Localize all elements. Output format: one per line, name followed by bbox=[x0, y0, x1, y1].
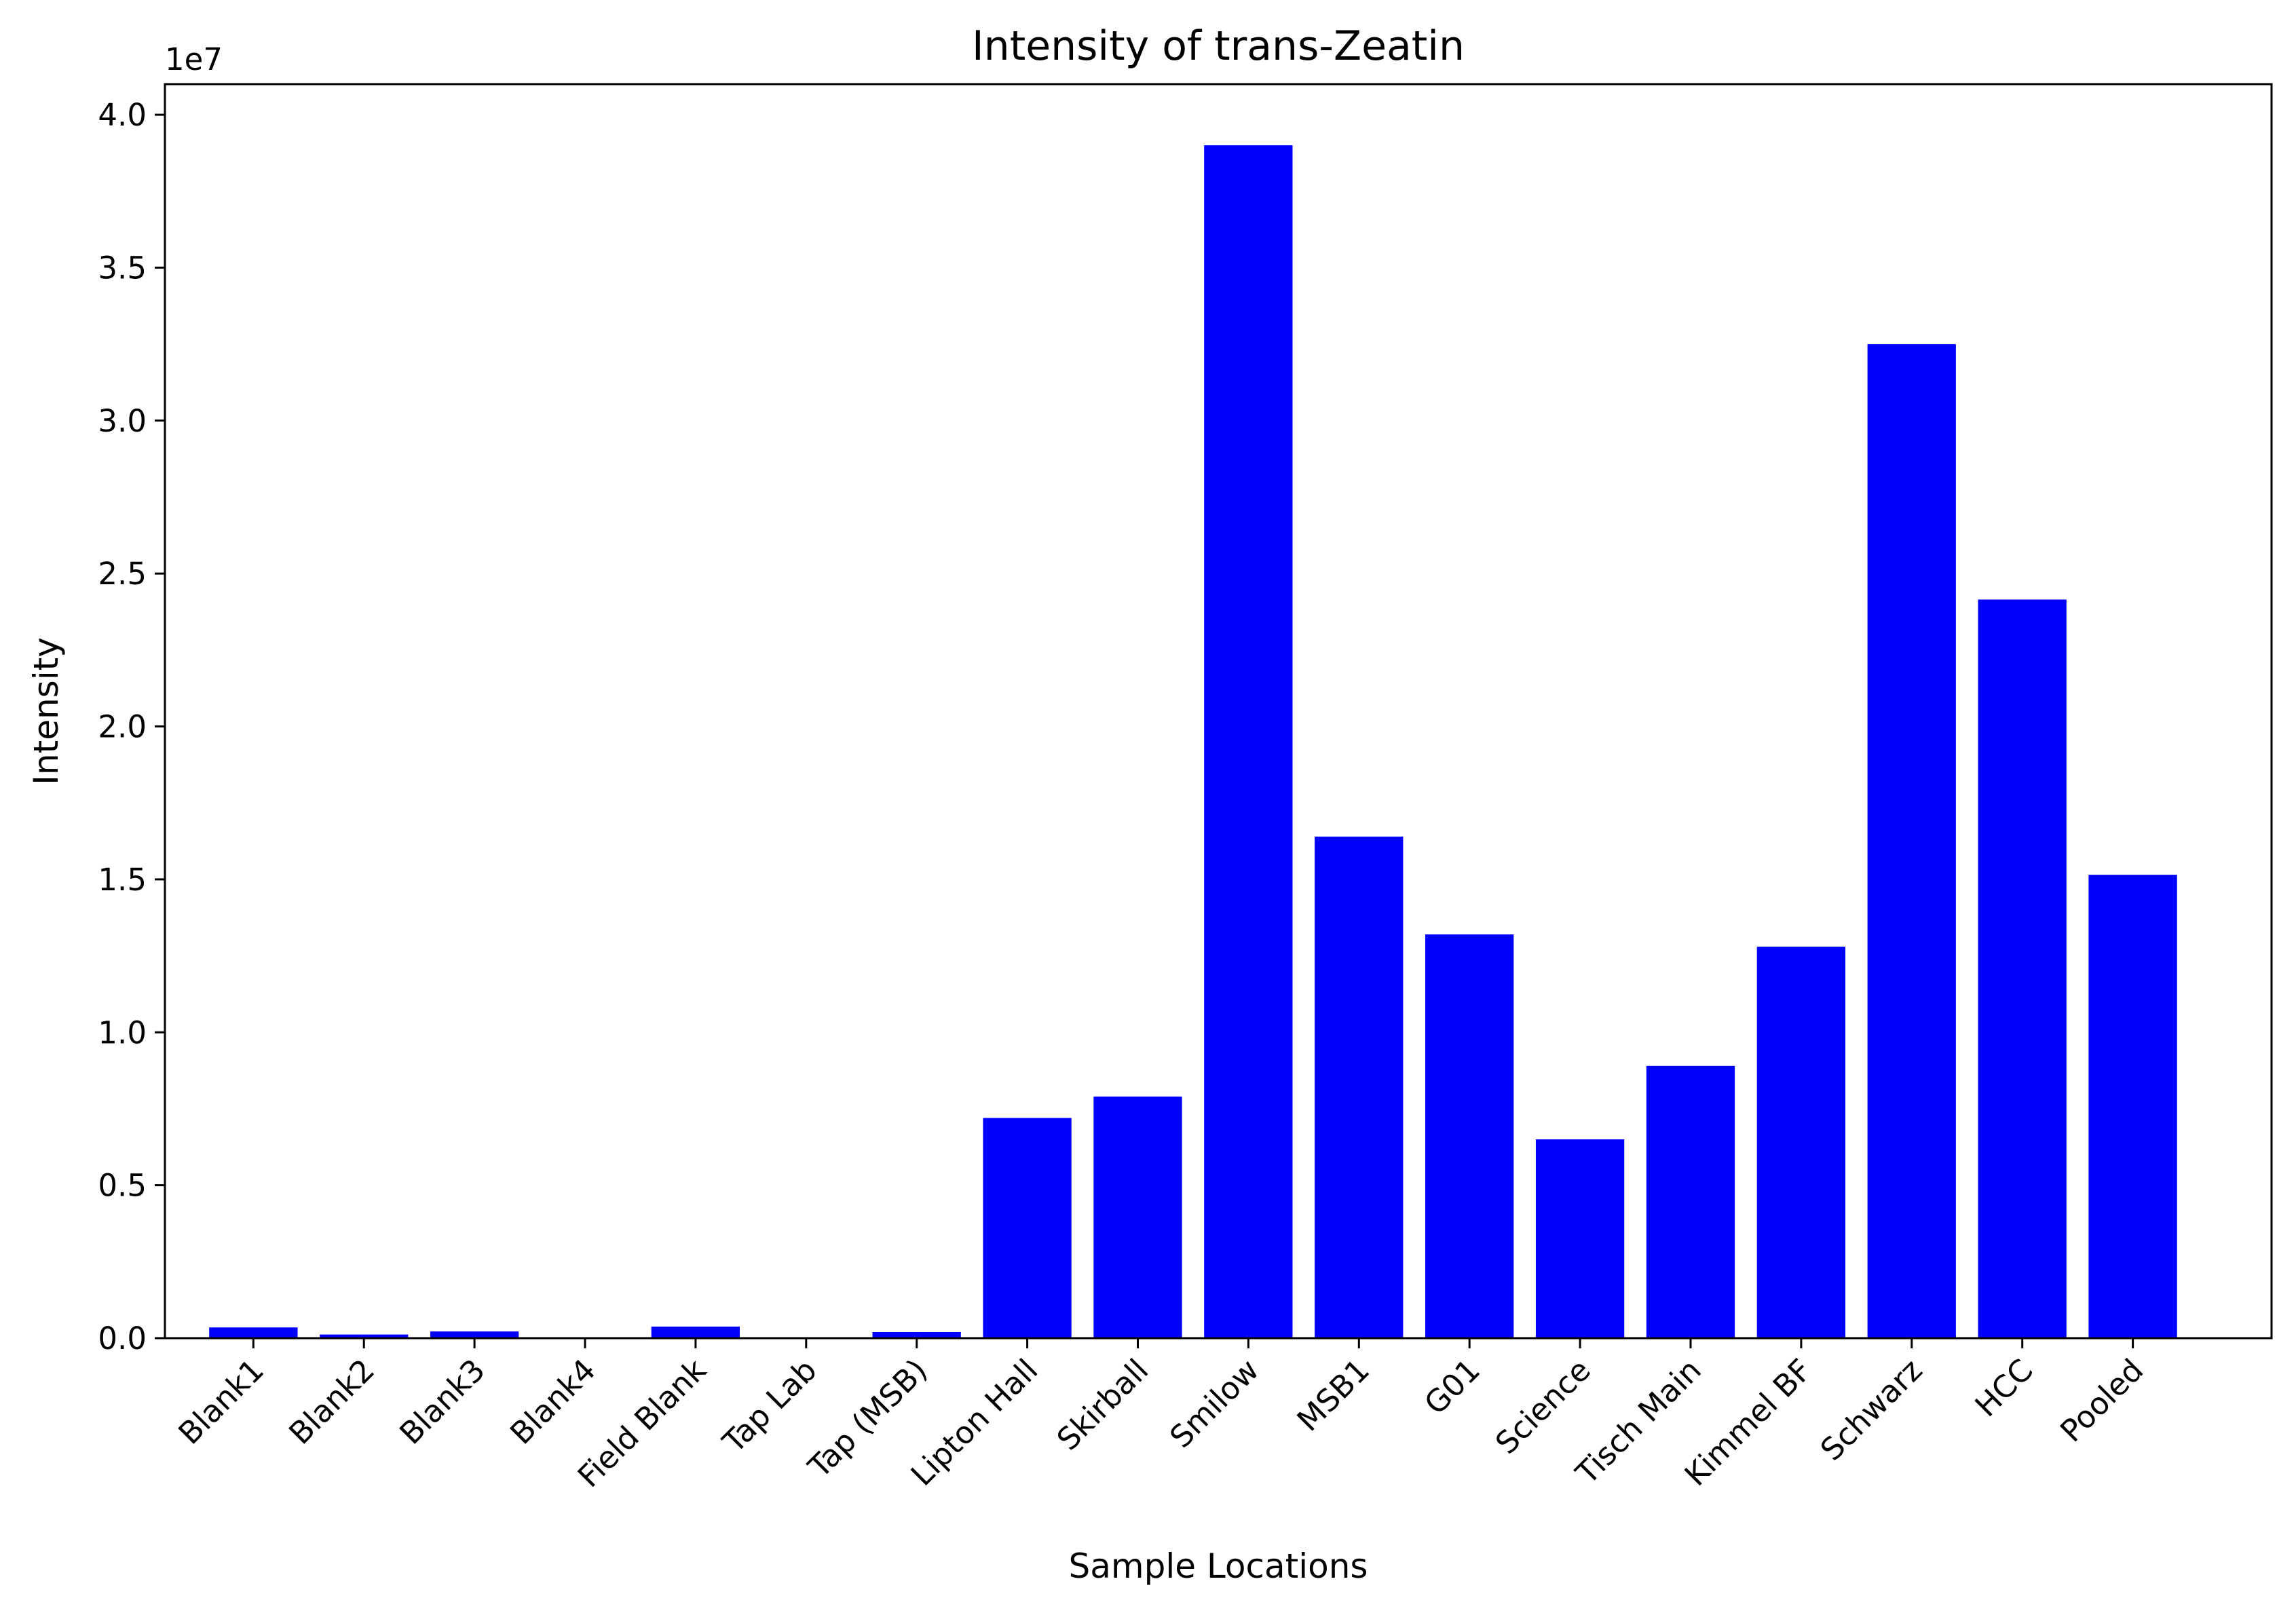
bar-tap-msb bbox=[872, 1332, 961, 1338]
y-offset-label: 1e7 bbox=[165, 41, 223, 77]
y-tick-label: 2.0 bbox=[98, 709, 147, 745]
y-tick-label: 1.5 bbox=[98, 862, 147, 898]
bar-science bbox=[1535, 1139, 1625, 1338]
bar-blank2 bbox=[320, 1334, 409, 1338]
y-tick-label: 4.0 bbox=[98, 97, 147, 133]
bar-g01 bbox=[1425, 934, 1514, 1338]
bar-field-blank bbox=[651, 1326, 740, 1338]
y-tick-label: 2.5 bbox=[98, 556, 147, 592]
bar-skirball bbox=[1093, 1096, 1182, 1338]
bar-blank1 bbox=[209, 1327, 298, 1338]
plot-frame bbox=[164, 83, 2273, 1340]
bars-group bbox=[209, 145, 2177, 1339]
y-axis-label: Intensity bbox=[26, 637, 66, 785]
bar-kimmel-bf bbox=[1756, 947, 1845, 1338]
bar-schwarz bbox=[1867, 344, 1956, 1339]
bar-msb1 bbox=[1315, 836, 1404, 1338]
bar-smilow bbox=[1204, 145, 1293, 1339]
y-tick-label: 1.0 bbox=[98, 1014, 147, 1050]
x-axis-label: Sample Locations bbox=[1069, 1546, 1368, 1586]
bar-hcc bbox=[1978, 599, 2067, 1338]
y-tick-label: 3.5 bbox=[98, 250, 147, 286]
bar-blank3 bbox=[430, 1331, 519, 1338]
bar-tisch-main bbox=[1646, 1065, 1735, 1338]
bar-lipton-hall bbox=[983, 1118, 1072, 1338]
bar-pooled bbox=[2088, 875, 2177, 1338]
y-tick-label: 3.0 bbox=[98, 403, 147, 439]
y-axis-ticks: 0.0 0.5 1.0 1.5 2.0 2.5 3.0 3.5 4.0 bbox=[98, 97, 165, 1356]
chart-title: Intensity of trans-Zeatin bbox=[972, 22, 1465, 70]
y-tick-label: 0.0 bbox=[98, 1321, 147, 1356]
y-tick-label: 0.5 bbox=[98, 1168, 147, 1204]
